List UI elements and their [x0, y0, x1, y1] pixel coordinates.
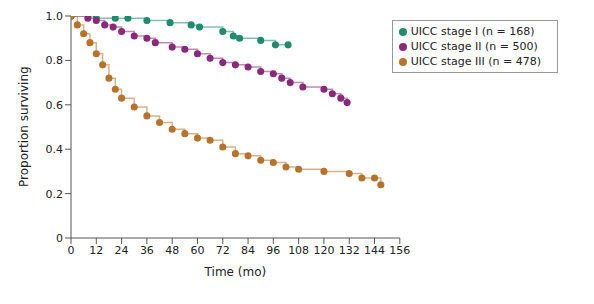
svg-text:72: 72	[216, 244, 230, 257]
svg-text:120: 120	[313, 244, 334, 257]
svg-text:84: 84	[241, 244, 255, 257]
html-text:UICC stage III (n = 478): UICC stage III (n = 478)	[410, 55, 541, 68]
svg-text:0.6: 0.6	[46, 99, 64, 112]
svg-text:36: 36	[140, 244, 154, 257]
svg-text:0.4: 0.4	[46, 143, 64, 156]
svg-text:108: 108	[288, 244, 309, 257]
svg-text:96: 96	[266, 244, 280, 257]
svg-text:0: 0	[56, 232, 63, 245]
svg-text:48: 48	[165, 244, 179, 257]
svg-text:0.8: 0.8	[46, 54, 64, 67]
svg-text:12: 12	[89, 244, 103, 257]
html-text:UICC stage II (n = 500): UICC stage II (n = 500)	[410, 40, 538, 53]
svg-text:144: 144	[364, 244, 385, 257]
svg-text:156: 156	[389, 244, 410, 257]
html-text:UICC stage I (n = 168): UICC stage I (n = 168)	[410, 25, 535, 38]
svg-text:0: 0	[68, 244, 75, 257]
svg-text:60: 60	[190, 244, 204, 257]
svg-text:132: 132	[339, 244, 360, 257]
svg-text:Proportion surviving: Proportion surviving	[17, 66, 31, 187]
svg-text:Time (mo): Time (mo)	[204, 265, 267, 279]
svg-text:1.0: 1.0	[46, 10, 64, 23]
svg-text:0.2: 0.2	[46, 188, 64, 201]
svg-text:24: 24	[115, 244, 129, 257]
